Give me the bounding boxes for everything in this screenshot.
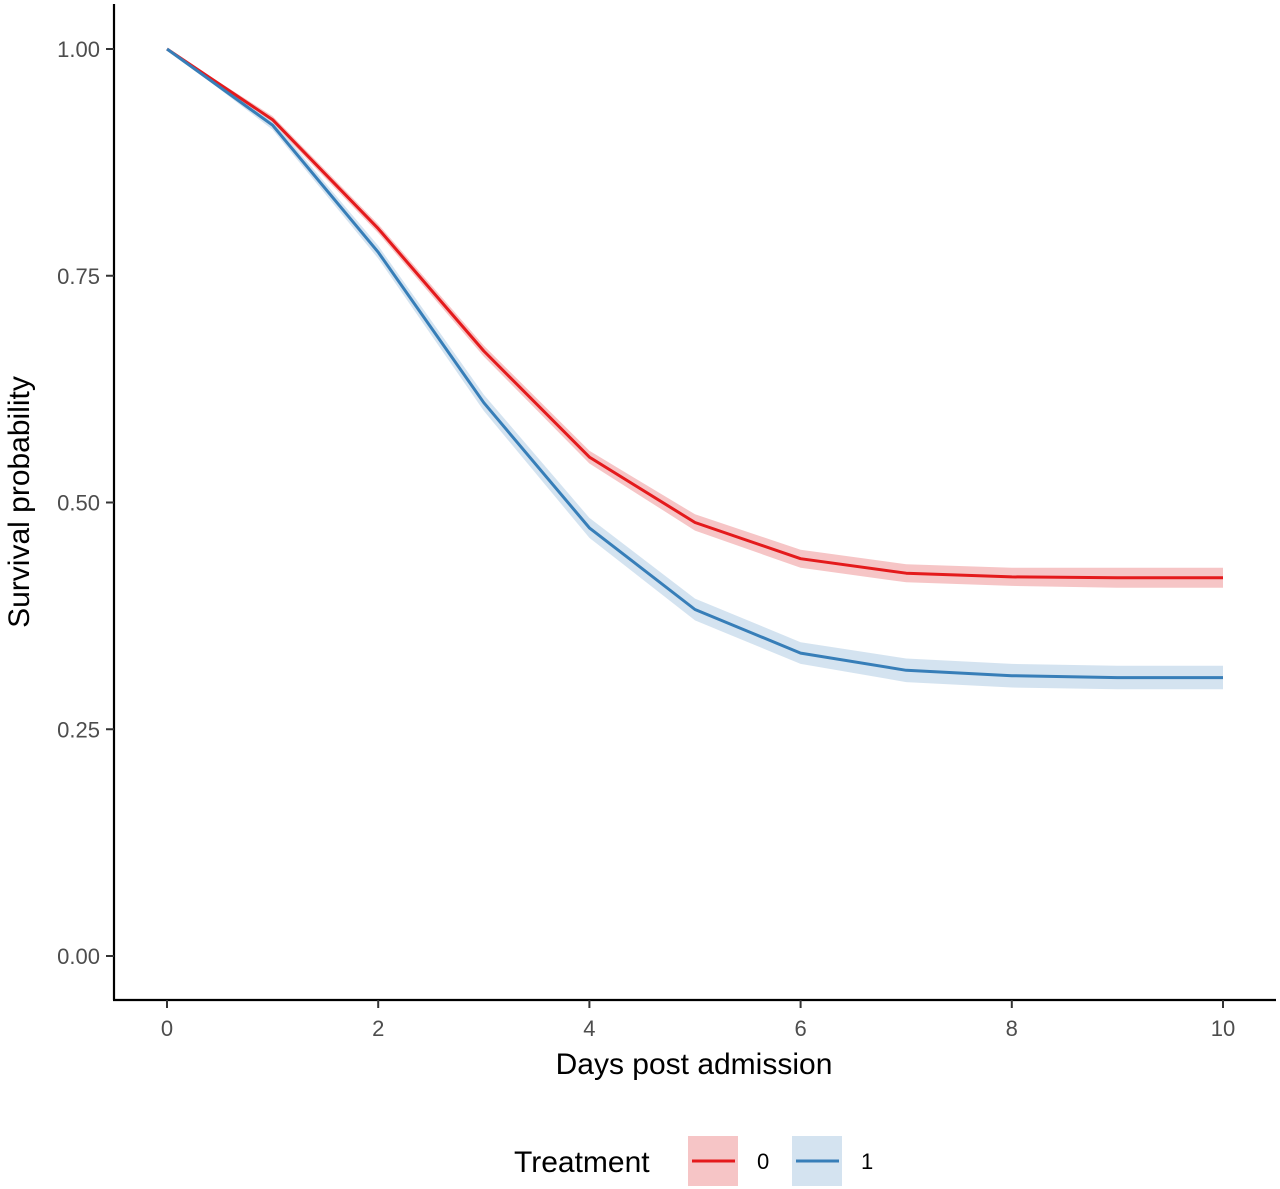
legend-key-0 (688, 1136, 738, 1186)
x-tick-label: 8 (1006, 1016, 1018, 1041)
legend-label-1: 1 (861, 1149, 873, 1174)
band-series-1 (167, 49, 1223, 690)
legend: Treatment 0 1 (514, 1136, 873, 1186)
y-axis-title: Survival probability (3, 376, 36, 628)
line-series-0 (166, 47, 1223, 580)
y-tick-label: 0.00 (57, 944, 100, 969)
band-series-0 (167, 49, 1223, 588)
y-tick-label: 1.00 (57, 37, 100, 62)
y-tick-label: 0.25 (57, 717, 100, 742)
y-tick-label: 0.50 (57, 491, 100, 516)
legend-title: Treatment (514, 1146, 650, 1179)
lines-layer (166, 47, 1223, 680)
legend-key-1 (792, 1136, 842, 1186)
bands-layer (167, 49, 1223, 690)
x-tick-label: 6 (794, 1016, 806, 1041)
x-tick-label: 0 (161, 1016, 173, 1041)
x-tick-label: 2 (372, 1016, 384, 1041)
y-tick-label: 0.75 (57, 264, 100, 289)
x-tick-label: 10 (1211, 1016, 1235, 1041)
x-tick-label: 4 (583, 1016, 595, 1041)
y-ticks: 0.00 0.25 0.50 0.75 1.00 (57, 37, 114, 969)
x-axis-title: Days post admission (556, 1048, 833, 1081)
line-series-1 (166, 47, 1223, 680)
legend-label-0: 0 (757, 1149, 769, 1174)
x-ticks: 0 2 4 6 8 10 (161, 1000, 1235, 1041)
